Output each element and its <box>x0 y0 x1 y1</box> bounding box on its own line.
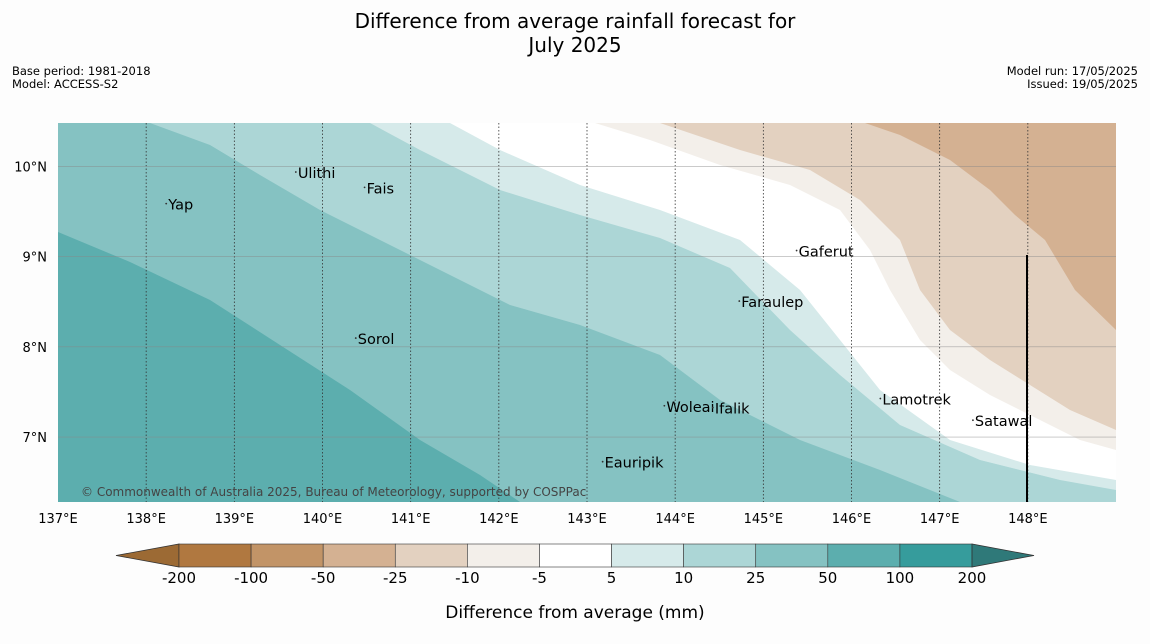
x-tick-label: 148°E <box>1008 512 1048 527</box>
x-tick-label: 144°E <box>655 512 695 527</box>
colorbar-tick-label: 50 <box>818 569 837 587</box>
place-label: Ulithi <box>298 166 336 182</box>
colorbar-swatch <box>322 543 396 568</box>
colorbar-tick-label: -25 <box>383 569 408 587</box>
island-marker <box>795 249 798 252</box>
colorbar-extend-low <box>115 543 180 568</box>
colorbar-swatch <box>827 543 901 568</box>
place-label: Faraulep <box>741 295 803 311</box>
issued-date: Issued: 19/05/2025 <box>1027 77 1138 91</box>
colorbar-tick-label: -200 <box>162 569 196 587</box>
island-marker <box>711 406 714 409</box>
x-tick-label: 140°E <box>303 512 343 527</box>
place-label: Yap <box>167 198 193 214</box>
colorbar-swatch <box>394 543 468 568</box>
island-marker <box>663 404 666 407</box>
island-marker <box>601 460 604 463</box>
meta-left: Base period: 1981-2018 Model: ACCESS-S2 <box>12 65 151 91</box>
y-tick-label: 10°N <box>14 160 47 175</box>
place-labels: Yap Ulithi Fais Gaferut Faraulep Sorol Lamotre… <box>165 166 1032 472</box>
place-label: Fais <box>367 181 394 197</box>
colorbar-swatch <box>683 543 757 568</box>
place-label: Eauripik <box>605 456 664 472</box>
island-marker <box>363 186 366 189</box>
place-label: Gaferut <box>799 245 854 261</box>
colorbar-tick-label: 10 <box>674 569 693 587</box>
colorbar-swatch <box>250 543 324 568</box>
island-marker <box>879 397 882 400</box>
x-tick-label: 145°E <box>744 512 784 527</box>
place-label: Woleai <box>666 400 714 416</box>
y-tick-label: 7°N <box>23 431 48 446</box>
place-label: Lamotrek <box>882 393 951 409</box>
colorbar-tick-label: 200 <box>958 569 987 587</box>
island-marker <box>354 337 357 339</box>
island-marker <box>165 202 168 205</box>
colorbar-swatch <box>539 543 612 568</box>
place-label: Ifalik <box>715 402 750 418</box>
island-marker <box>738 300 741 302</box>
place-label: Satawal <box>975 414 1032 430</box>
x-tick-label: 143°E <box>567 512 607 527</box>
colorbar-swatch <box>899 543 973 568</box>
colorbar-tick-label: -10 <box>455 569 480 587</box>
x-tick-label: 137°E <box>38 512 78 527</box>
colorbar-tick-label: -100 <box>234 569 268 587</box>
copyright-notice: © Commonwealth of Australia 2025, Bureau… <box>81 485 587 499</box>
colorbar-extend-high <box>971 543 1035 568</box>
band-100-200 <box>58 232 520 502</box>
colorbar-swatch <box>611 543 684 568</box>
y-tick-labels: 10°N 9°N 8°N 7°N <box>14 160 47 446</box>
meta-right: Model run: 17/05/2025 Issued: 19/05/2025 <box>1007 65 1138 91</box>
x-tick-label: 138°E <box>126 512 166 527</box>
colorbar-label: Difference from average (mm) <box>445 603 705 623</box>
title-line-1: Difference from average rainfall forecas… <box>354 9 796 33</box>
colorbar-tick-label: 5 <box>607 569 617 587</box>
colorbar-swatch <box>178 543 252 568</box>
island-marker <box>294 171 297 173</box>
base-period: Base period: 1981-2018 <box>12 64 151 78</box>
colorbar: -200 -100 -50 -25 -10 -5 5 10 25 50 100 200 <box>115 543 1035 587</box>
colorbar-swatch <box>755 543 829 568</box>
colorbar-tick-label: 25 <box>746 569 765 587</box>
map-title: Difference from average rainfall forecas… <box>0 9 1150 57</box>
x-tick-label: 141°E <box>391 512 431 527</box>
island-marker <box>972 419 974 422</box>
model-name: Model: ACCESS-S2 <box>12 77 119 91</box>
colorbar-tick-label: -50 <box>311 569 336 587</box>
x-tick-label: 142°E <box>479 512 519 527</box>
x-tick-label: 147°E <box>920 512 960 527</box>
x-tick-labels: 137°E 138°E 139°E 140°E 141°E 142°E 143°E 144°E… <box>38 512 1047 527</box>
colorbar-tick-label: -5 <box>532 569 547 587</box>
title-line-2: July 2025 <box>528 33 622 57</box>
x-tick-label: 146°E <box>832 512 872 527</box>
colorbar-swatch <box>467 543 540 568</box>
band-minus25-minus50 <box>865 123 1116 330</box>
y-tick-label: 8°N <box>23 341 48 356</box>
y-tick-label: 9°N <box>23 251 48 266</box>
colorbar-tick-label: 100 <box>886 569 915 587</box>
x-tick-label: 139°E <box>215 512 255 527</box>
map-plot-area: Yap Ulithi Fais Gaferut Faraulep Sorol Lamotre… <box>58 123 1116 502</box>
model-run: Model run: 17/05/2025 <box>1006 64 1138 78</box>
place-label: Sorol <box>358 332 395 348</box>
